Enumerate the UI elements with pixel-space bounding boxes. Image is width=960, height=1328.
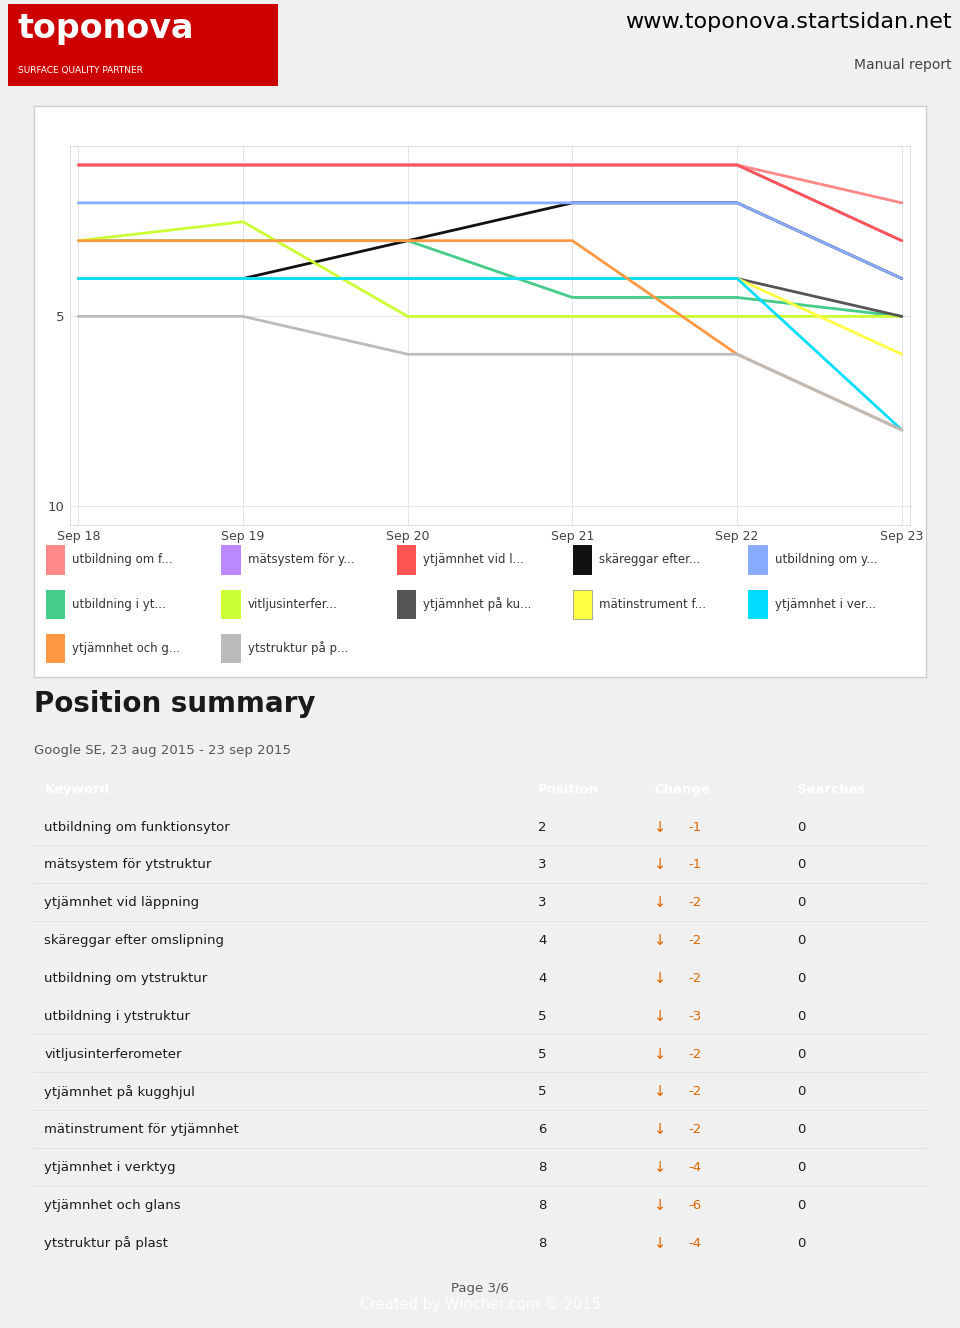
Text: -4: -4 (688, 1236, 701, 1250)
Text: 4: 4 (538, 972, 546, 985)
Text: utbildning om y...: utbildning om y... (775, 554, 877, 567)
Text: 0: 0 (797, 1199, 805, 1212)
Text: utbildning i ytstruktur: utbildning i ytstruktur (44, 1009, 190, 1023)
Text: Position summary: Position summary (34, 691, 315, 718)
Text: 3: 3 (538, 896, 546, 910)
Bar (222, 546, 241, 575)
Text: vitljusinterfer...: vitljusinterfer... (248, 598, 338, 611)
Text: 8: 8 (538, 1236, 546, 1250)
Bar (749, 546, 768, 575)
Text: ↓: ↓ (654, 1122, 666, 1137)
Text: ytjämnhet vid läppning: ytjämnhet vid läppning (44, 896, 200, 910)
Text: -2: -2 (688, 896, 701, 910)
Text: ↓: ↓ (654, 858, 666, 872)
Text: toponova: toponova (18, 12, 195, 45)
Text: ytjämnhet och g...: ytjämnhet och g... (72, 641, 180, 655)
Text: ytstruktur på p...: ytstruktur på p... (248, 641, 348, 656)
Text: -2: -2 (688, 1085, 701, 1098)
Text: -1: -1 (688, 821, 701, 834)
Text: skäreggar efter omslipning: skäreggar efter omslipning (44, 934, 225, 947)
Text: ytjämnhet och glans: ytjämnhet och glans (44, 1199, 180, 1212)
Text: ytjämnhet i verktyg: ytjämnhet i verktyg (44, 1161, 176, 1174)
Text: -2: -2 (688, 972, 701, 985)
Text: 3: 3 (538, 858, 546, 871)
Text: ytjämnhet på ku...: ytjämnhet på ku... (423, 598, 532, 611)
Text: 0: 0 (797, 1161, 805, 1174)
Text: -2: -2 (688, 1123, 701, 1137)
Bar (222, 633, 241, 663)
Text: ↓: ↓ (654, 934, 666, 948)
Text: 0: 0 (797, 1123, 805, 1137)
Text: ↓: ↓ (654, 1009, 666, 1024)
Text: utbildning om f...: utbildning om f... (72, 554, 173, 567)
Text: ↓: ↓ (654, 1198, 666, 1212)
Text: 6: 6 (538, 1123, 546, 1137)
Text: 5: 5 (538, 1085, 546, 1098)
Bar (46, 633, 65, 663)
Text: Position: Position (538, 782, 599, 795)
Text: skäreggar efter...: skäreggar efter... (599, 554, 700, 567)
Text: 0: 0 (797, 972, 805, 985)
Bar (573, 546, 592, 575)
Text: 0: 0 (797, 1048, 805, 1061)
Text: ↓: ↓ (654, 895, 666, 910)
Text: -6: -6 (688, 1199, 701, 1212)
Bar (573, 590, 592, 619)
Text: Created by Wincher.com © 2015: Created by Wincher.com © 2015 (360, 1296, 600, 1312)
Text: ↓: ↓ (654, 1236, 666, 1251)
Text: 0: 0 (797, 858, 805, 871)
Text: ↓: ↓ (654, 1161, 666, 1175)
Bar (749, 590, 768, 619)
Text: ↓: ↓ (654, 1085, 666, 1100)
Text: 0: 0 (797, 1236, 805, 1250)
Text: Google SE, 23 aug 2015 - 23 sep 2015: Google SE, 23 aug 2015 - 23 sep 2015 (34, 744, 291, 757)
Text: 5: 5 (538, 1009, 546, 1023)
Text: -2: -2 (688, 934, 701, 947)
Text: ↓: ↓ (654, 1046, 666, 1061)
Text: ytjämnhet på kugghjul: ytjämnhet på kugghjul (44, 1085, 195, 1100)
Text: 0: 0 (797, 1085, 805, 1098)
Text: mätsystem för y...: mätsystem för y... (248, 554, 354, 567)
Text: utbildning om funktionsytor: utbildning om funktionsytor (44, 821, 230, 834)
Text: 4: 4 (538, 934, 546, 947)
Text: 0: 0 (797, 934, 805, 947)
Bar (46, 590, 65, 619)
Text: Change: Change (654, 782, 710, 795)
Bar (8, 4, 278, 86)
Text: mätinstrument f...: mätinstrument f... (599, 598, 706, 611)
Text: www.toponova.startsidan.net: www.toponova.startsidan.net (625, 12, 952, 32)
Text: 0: 0 (797, 1009, 805, 1023)
Text: -4: -4 (688, 1161, 701, 1174)
Text: vitljusinterferometer: vitljusinterferometer (44, 1048, 181, 1061)
Text: 8: 8 (538, 1161, 546, 1174)
Text: utbildning i yt...: utbildning i yt... (72, 598, 166, 611)
Text: 5: 5 (538, 1048, 546, 1061)
Text: ytjämnhet i ver...: ytjämnhet i ver... (775, 598, 876, 611)
Text: SURFACE QUALITY PARTNER: SURFACE QUALITY PARTNER (18, 66, 143, 74)
Bar (397, 546, 417, 575)
Text: mätsystem för ytstruktur: mätsystem för ytstruktur (44, 858, 212, 871)
Text: ↓: ↓ (654, 819, 666, 834)
Text: Manual report: Manual report (854, 58, 952, 72)
Text: ytjämnhet vid l...: ytjämnhet vid l... (423, 554, 524, 567)
Text: Page 3/6: Page 3/6 (451, 1283, 509, 1295)
Text: 2: 2 (538, 821, 546, 834)
Bar (46, 546, 65, 575)
Text: -3: -3 (688, 1009, 701, 1023)
Text: 0: 0 (797, 821, 805, 834)
Text: 8: 8 (538, 1199, 546, 1212)
Bar (222, 590, 241, 619)
Text: ↓: ↓ (654, 971, 666, 985)
Text: Searches: Searches (797, 782, 865, 795)
Text: mätinstrument för ytjämnhet: mätinstrument för ytjämnhet (44, 1123, 239, 1137)
Text: -1: -1 (688, 858, 701, 871)
Text: ytstruktur på plast: ytstruktur på plast (44, 1236, 168, 1251)
Text: Keyword: Keyword (44, 782, 109, 795)
Text: 0: 0 (797, 896, 805, 910)
Text: utbildning om ytstruktur: utbildning om ytstruktur (44, 972, 207, 985)
Bar (397, 590, 417, 619)
Text: -2: -2 (688, 1048, 701, 1061)
